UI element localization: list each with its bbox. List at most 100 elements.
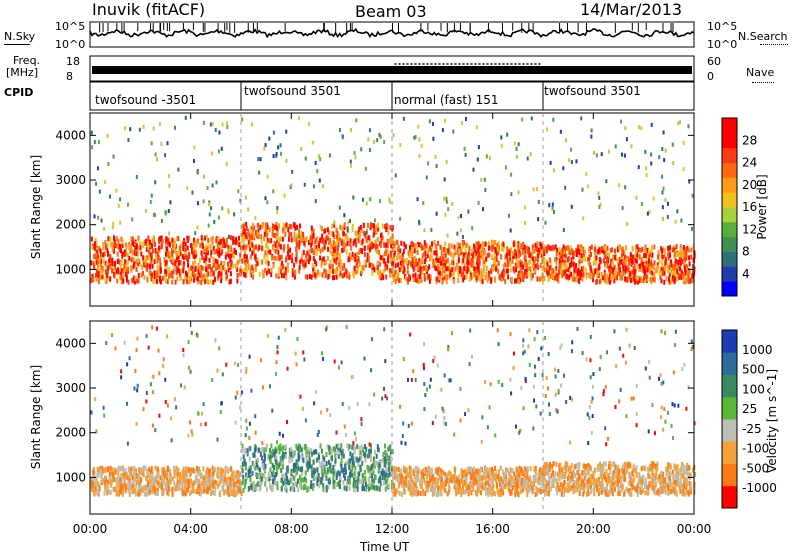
- data-cell: [114, 270, 117, 276]
- data-cell: [208, 202, 211, 207]
- data-cell: [671, 264, 674, 270]
- data-cell: [472, 253, 475, 259]
- data-cell: [366, 252, 369, 258]
- data-cell: [519, 262, 522, 268]
- data-cell: [464, 268, 467, 274]
- data-cell: [545, 259, 548, 265]
- data-cell: [434, 265, 437, 271]
- data-cell: [329, 468, 332, 474]
- data-cell: [584, 249, 587, 255]
- data-cell: [669, 268, 672, 274]
- data-cell: [285, 472, 288, 478]
- data-cell: [364, 457, 367, 463]
- data-cell: [373, 478, 376, 484]
- data-cell: [372, 232, 375, 238]
- data-cell: [510, 476, 513, 482]
- data-cell: [267, 248, 270, 254]
- data-cell: [500, 246, 503, 252]
- data-cell: [575, 249, 578, 255]
- data-cell: [121, 254, 124, 260]
- data-cell: [217, 470, 220, 476]
- data-cell: [177, 236, 180, 242]
- data-cell: [170, 487, 173, 493]
- data-cell: [330, 468, 333, 474]
- data-cell: [611, 247, 614, 253]
- data-cell: [414, 473, 417, 479]
- data-cell: [248, 465, 251, 471]
- data-cell: [190, 246, 193, 252]
- data-cell: [369, 457, 372, 463]
- data-cell: [167, 486, 170, 492]
- data-cell: [190, 272, 193, 278]
- data-cell: [390, 268, 393, 274]
- data-cell: [597, 249, 600, 255]
- data-cell: [358, 471, 361, 477]
- data-cell: [134, 240, 137, 246]
- data-cell: [327, 246, 330, 252]
- data-cell: [286, 262, 289, 268]
- data-cell: [658, 155, 661, 160]
- data-cell: [537, 217, 540, 222]
- data-cell: [526, 271, 529, 277]
- data-cell: [416, 250, 419, 256]
- data-cell: [482, 271, 485, 277]
- data-cell: [613, 248, 616, 254]
- data-cell: [250, 272, 253, 278]
- data-cell: [638, 253, 641, 259]
- data-cell: [483, 242, 486, 248]
- data-cell: [101, 478, 104, 484]
- data-cell: [357, 259, 360, 265]
- data-cell: [90, 130, 93, 135]
- data-cell: [478, 270, 481, 276]
- data-cell: [359, 467, 362, 473]
- data-cell: [456, 231, 459, 236]
- data-cell: [298, 264, 301, 270]
- data-cell: [108, 194, 111, 199]
- data-cell: [173, 465, 176, 471]
- data-cell: [95, 252, 98, 258]
- data-cell: [165, 246, 168, 252]
- data-cell: [652, 276, 655, 282]
- data-cell: [139, 245, 142, 251]
- data-cell: [446, 491, 449, 497]
- data-cell: [197, 489, 200, 495]
- data-cell: [220, 275, 223, 281]
- data-cell: [200, 481, 203, 487]
- data-cell: [90, 482, 93, 488]
- data-cell: [286, 467, 289, 473]
- data-cell: [227, 248, 230, 254]
- data-cell: [435, 276, 438, 282]
- data-cell: [107, 162, 110, 167]
- data-cell: [340, 457, 343, 463]
- data-cell: [277, 271, 280, 277]
- data-cell: [239, 485, 242, 491]
- data-cell: [281, 457, 284, 463]
- data-cell: [425, 470, 428, 476]
- data-cell: [476, 274, 479, 280]
- data-cell: [368, 244, 371, 250]
- data-cell: [168, 478, 171, 484]
- data-cell: [252, 274, 255, 280]
- data-cell: [261, 462, 264, 468]
- data-cell: [121, 239, 124, 245]
- data-cell: [472, 263, 475, 269]
- data-cell: [223, 243, 226, 249]
- data-cell: [580, 253, 583, 259]
- data-cell: [327, 236, 330, 242]
- data-cell: [198, 482, 201, 488]
- data-cell: [671, 247, 674, 253]
- data-cell: [183, 475, 186, 481]
- nave-label: Nave: [746, 66, 775, 79]
- data-cell: [279, 443, 282, 449]
- data-cell: [630, 257, 633, 263]
- data-cell: [421, 253, 424, 259]
- data-cell: [479, 243, 482, 249]
- data-cell: [340, 240, 343, 246]
- data-cell: [154, 479, 157, 485]
- data-cell: [341, 247, 344, 253]
- data-cell: [291, 485, 294, 491]
- data-cell: [649, 276, 652, 282]
- data-cell: [198, 257, 201, 263]
- data-cell: [247, 471, 250, 477]
- data-cell: [282, 451, 285, 457]
